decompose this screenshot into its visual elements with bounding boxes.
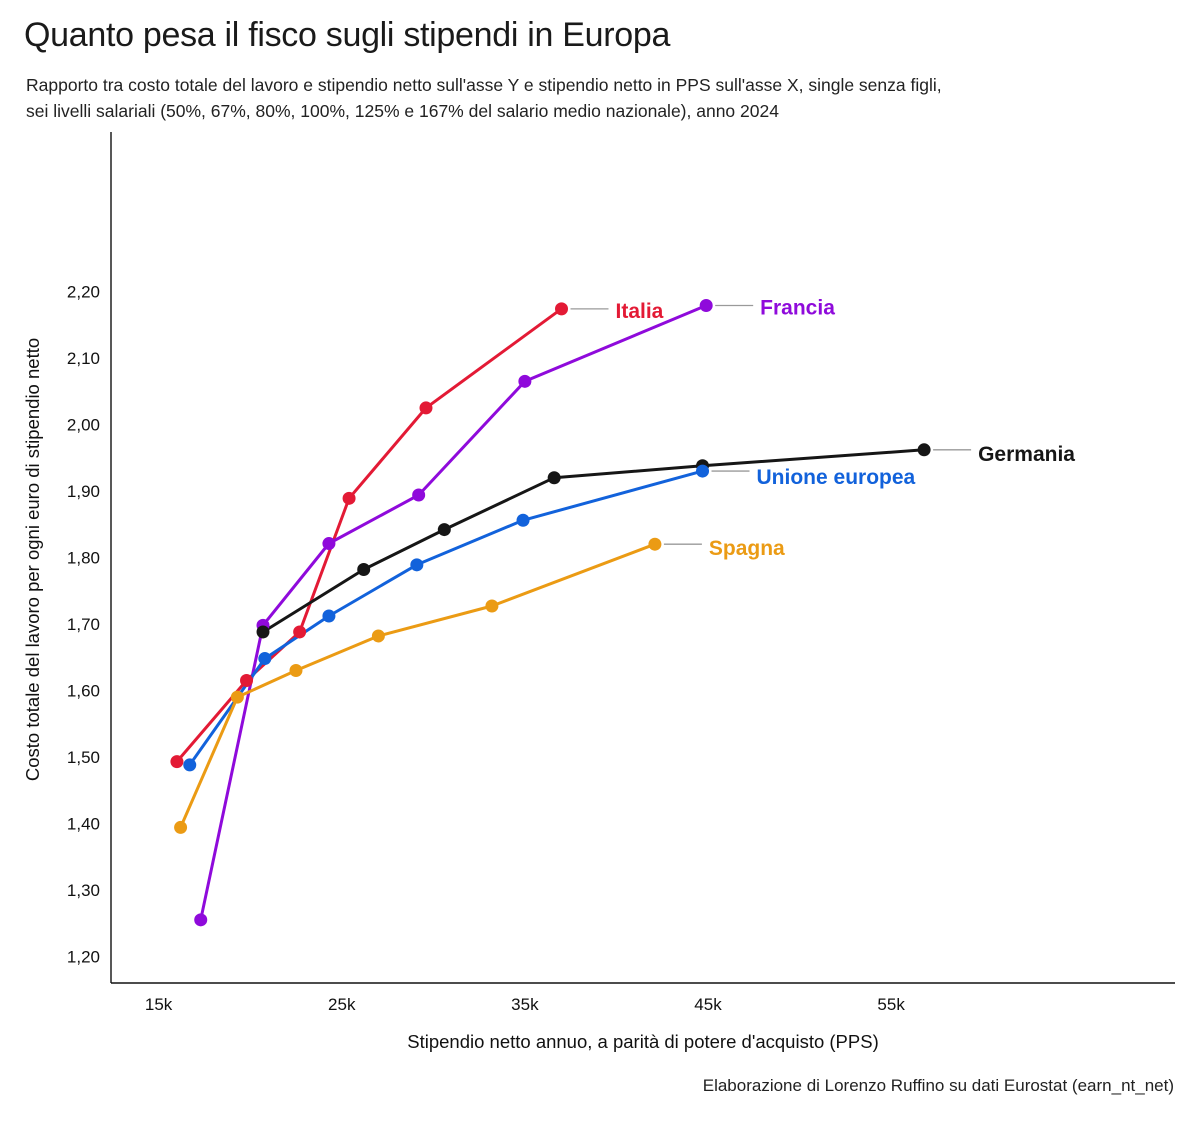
series-label-germania: Germania xyxy=(978,443,1075,466)
data-point-spagna xyxy=(485,599,499,613)
data-point-germania xyxy=(917,443,931,457)
data-point-germania xyxy=(256,625,270,639)
y-tick-label: 2,00 xyxy=(67,416,100,435)
data-point-italia xyxy=(240,673,254,687)
y-tick-label: 1,80 xyxy=(67,549,100,568)
data-point-italia xyxy=(419,401,433,415)
series-line-francia xyxy=(199,304,707,921)
chart-title: Quanto pesa il fisco sugli stipendi in E… xyxy=(24,16,671,54)
series-label-francia: Francia xyxy=(760,297,835,320)
data-point-unione-europea xyxy=(516,513,530,527)
data-point-francia xyxy=(194,913,208,927)
x-tick-label: 15k xyxy=(145,995,173,1014)
data-point-unione-europea xyxy=(183,758,197,772)
data-point-francia xyxy=(699,299,713,313)
series-label-unione-europea: Unione europea xyxy=(757,466,916,489)
series-line-unione-europea xyxy=(188,469,703,766)
x-tick-label: 25k xyxy=(328,995,356,1014)
subtitle-line-2: sei livelli salariali (50%, 67%, 80%, 10… xyxy=(26,101,779,121)
y-axis-title: Costo totale del lavoro per ogni euro di… xyxy=(22,338,43,781)
data-point-germania xyxy=(437,523,451,537)
data-point-francia xyxy=(322,537,336,551)
y-tick-label: 1,40 xyxy=(67,814,100,833)
series-label-italia: Italia xyxy=(616,300,664,323)
data-point-italia xyxy=(555,302,569,316)
series-points xyxy=(170,299,931,927)
x-axis-title: Stipendio netto annuo, a parità di poter… xyxy=(407,1031,878,1052)
chart-axes: 1,20 1,30 1,40 1,50 1,60 1,70 1,80 1,90 2,00 2,10… xyxy=(22,132,1175,1052)
data-point-spagna xyxy=(230,690,244,704)
data-point-spagna xyxy=(648,537,662,551)
data-point-spagna xyxy=(289,664,303,678)
y-tick-label: 1,70 xyxy=(67,615,100,634)
data-point-spagna xyxy=(174,820,188,834)
y-tick-label: 2,20 xyxy=(67,283,100,302)
data-point-francia xyxy=(518,374,532,388)
data-point-unione-europea xyxy=(322,609,336,623)
series-line-spagna xyxy=(179,542,656,828)
y-tick-label: 1,30 xyxy=(67,881,100,900)
data-point-unione-europea xyxy=(258,652,272,666)
data-point-unione-europea xyxy=(410,558,424,572)
chart-subtitle: Rapporto tra costo totale del lavoro e s… xyxy=(26,72,1166,124)
y-tick-label: 1,20 xyxy=(67,947,100,966)
x-tick-label: 55k xyxy=(877,995,905,1014)
y-tick-label: 2,10 xyxy=(67,349,100,368)
subtitle-line-1: Rapporto tra costo totale del lavoro e s… xyxy=(26,75,942,95)
source-caption: Elaborazione di Lorenzo Ruffino su dati … xyxy=(702,1076,1174,1095)
x-tick-label: 35k xyxy=(511,995,539,1014)
series-label-spagna: Spagna xyxy=(709,537,785,560)
series-labels: Italia Francia Germania Unione europea Spagn… xyxy=(570,297,1075,560)
data-point-spagna xyxy=(371,629,385,643)
data-point-unione-europea xyxy=(696,464,710,478)
y-tick-label: 1,50 xyxy=(67,748,100,767)
y-tick-label: 1,90 xyxy=(67,482,100,501)
data-point-germania xyxy=(357,562,371,576)
x-tick-label: 45k xyxy=(694,995,722,1014)
data-point-italia xyxy=(170,755,184,769)
data-point-italia xyxy=(342,491,356,505)
series-lines xyxy=(175,304,925,921)
data-point-germania xyxy=(547,471,561,485)
series-line-germania xyxy=(262,448,925,634)
data-point-italia xyxy=(293,625,307,639)
y-tick-label: 1,60 xyxy=(67,681,100,700)
data-point-francia xyxy=(412,488,426,502)
